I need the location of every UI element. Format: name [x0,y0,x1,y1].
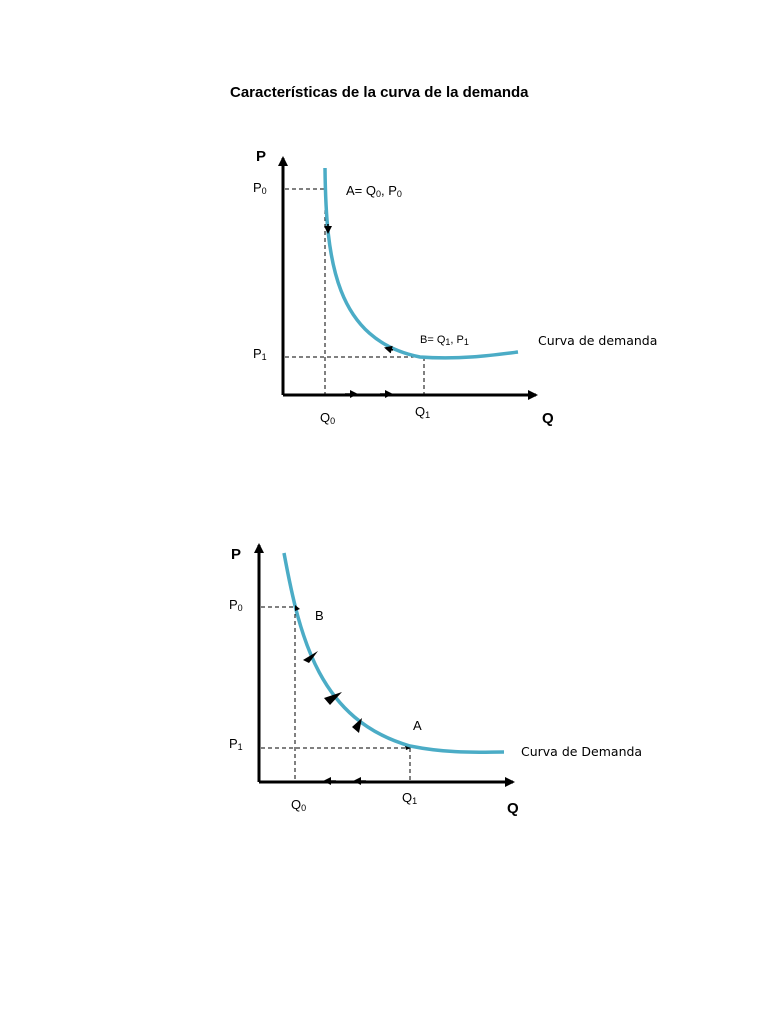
p1-label: P1 [253,346,267,362]
q1-label: Q1 [415,404,430,420]
y-axis-label: P [231,546,241,563]
move-arrow-up-2 [324,692,342,705]
q0-label: Q0 [291,797,306,813]
page-title: Características de la curva de la demand… [230,84,529,101]
p0-label: P0 [253,180,267,196]
p0-label: P0 [229,597,243,613]
demand-diagram-1: P Q P0 P1 Q0 Q1 A= Q0, P0 B= Q1, P1 Curv… [253,148,657,427]
curve-label: Curva de Demanda [521,744,642,759]
x-axis-label: Q [542,410,554,427]
point-b-marker [295,605,300,611]
move-arrow-up-1 [303,651,318,663]
demand-diagram-2: P Q P0 P1 Q0 Q1 B A Curva de Demanda [229,543,642,817]
point-a-marker [405,746,411,750]
move-arrow-left [384,345,394,354]
curve-label: Curva de demanda [538,333,657,348]
point-b-label: B [315,608,324,623]
point-b-label: B= Q1, P1 [420,334,469,347]
y-axis-label: P [256,148,266,165]
move-arrow-up-3 [352,718,362,733]
demand-curve [282,552,505,754]
q1-label: Q1 [402,790,417,806]
point-a-label: A [413,718,422,733]
point-a-label: A= Q0, P0 [346,183,402,199]
p1-label: P1 [229,736,243,752]
x-axis-label: Q [507,800,519,817]
q0-label: Q0 [320,410,335,426]
